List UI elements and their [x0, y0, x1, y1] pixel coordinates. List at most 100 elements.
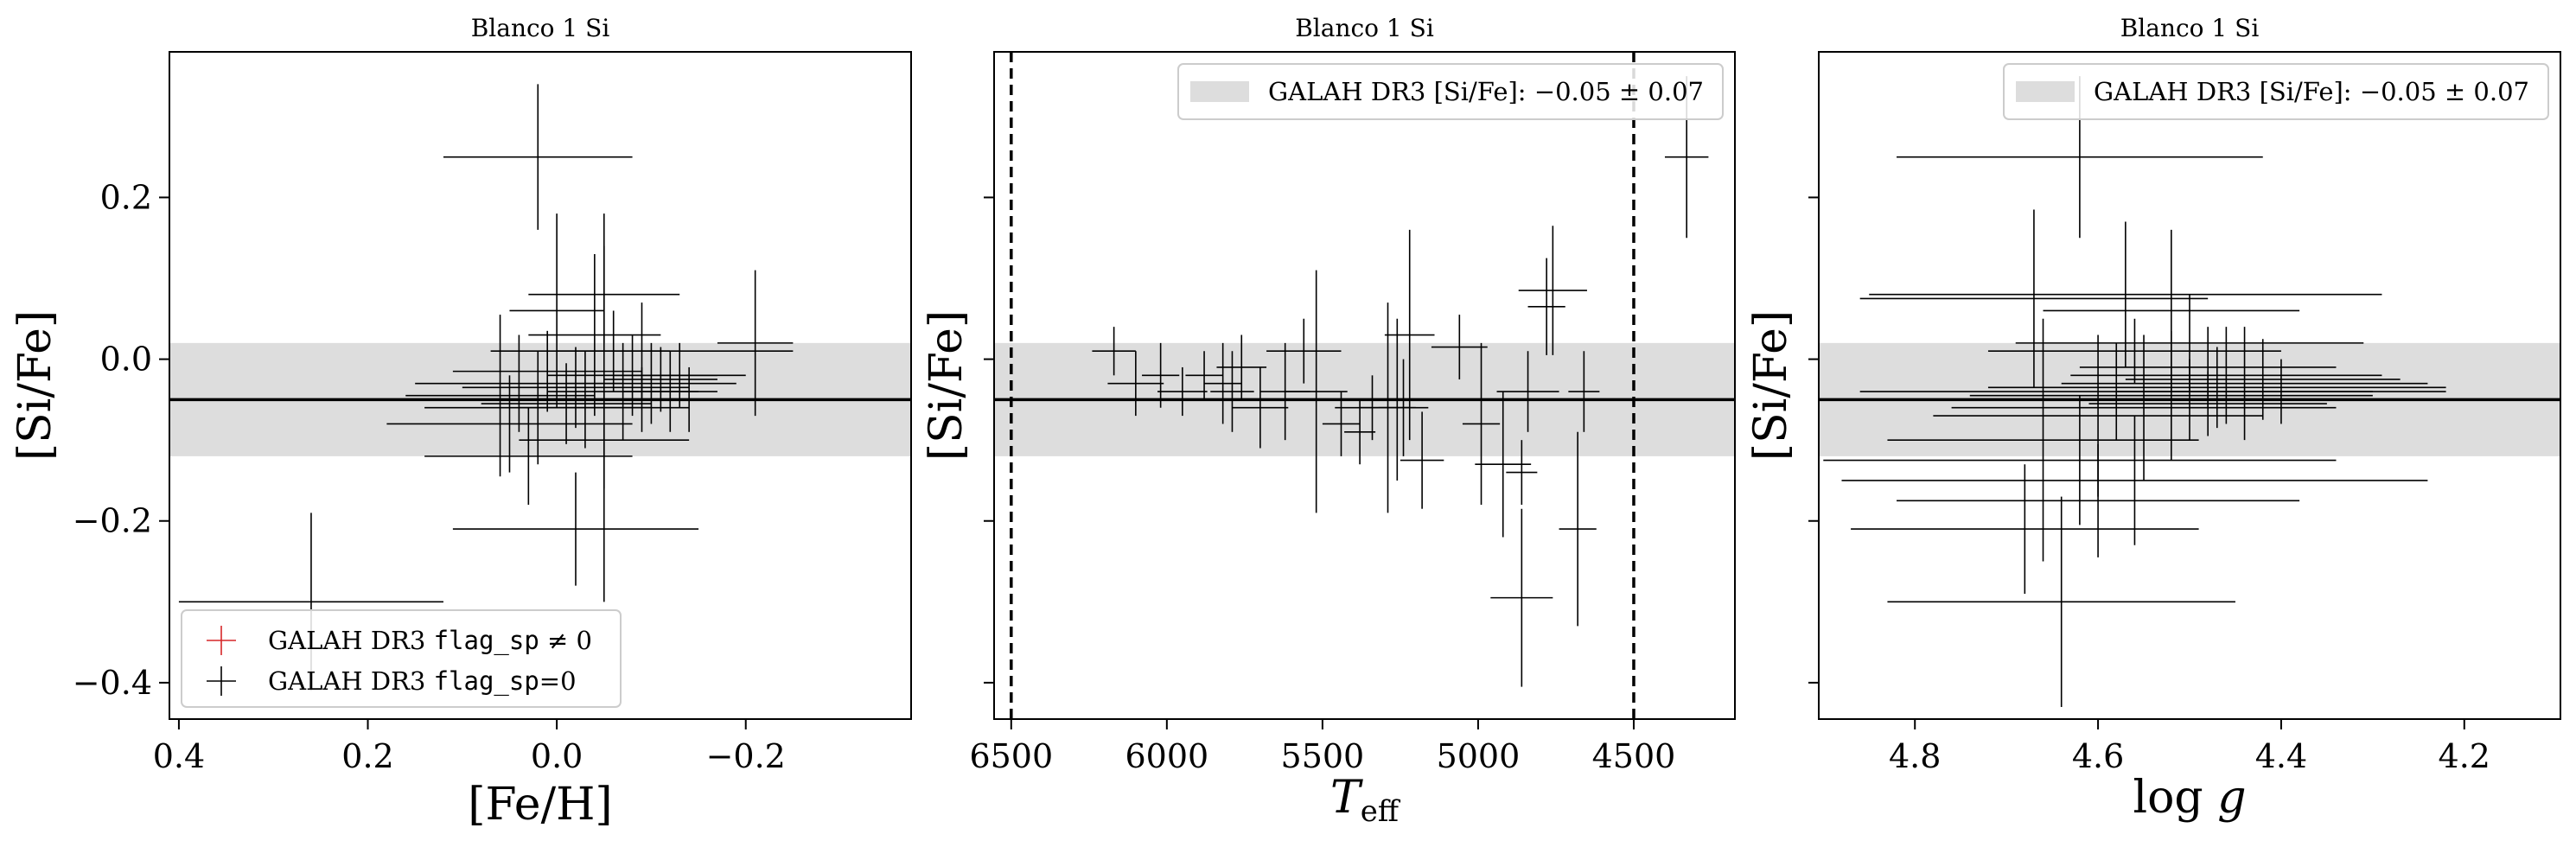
x-axis-label: log g: [2133, 772, 2246, 824]
data-point: [1400, 411, 1444, 509]
data-point: [2061, 327, 2428, 441]
data-point: [613, 342, 746, 408]
data-point: [1568, 351, 1600, 432]
x-tick-label: 0.0: [531, 737, 583, 775]
plot-area: [1819, 76, 2560, 707]
data-point: [1210, 351, 1254, 432]
axes-frame: [1818, 51, 2561, 720]
data-point: [1344, 399, 1376, 465]
legend-box: [2003, 63, 2549, 120]
data-point: [1431, 315, 1488, 379]
y-axis-label: [Si/Fe]: [10, 310, 61, 461]
data-point: [622, 351, 717, 432]
x-axis-label: [Fe/H]: [468, 779, 612, 831]
x-tick-label: 4500: [1592, 737, 1676, 775]
data-point: [1987, 318, 2281, 384]
data-point: [1107, 351, 1164, 417]
data-point: [1559, 431, 1597, 627]
data-point: [1496, 351, 1559, 432]
data-point: [1266, 318, 1342, 384]
data-point: [2088, 371, 2327, 436]
x-axis-label: Teff: [1330, 772, 1401, 829]
x-tick-label: 6500: [969, 737, 1053, 775]
y-tick-label: −0.4: [73, 664, 152, 702]
x-tick-label: −0.2: [706, 737, 786, 775]
data-point: [717, 270, 794, 417]
x-tick-label: 4.2: [2439, 737, 2490, 775]
data-point: [2116, 359, 2446, 424]
data-point: [1157, 366, 1208, 417]
legend-box: [181, 609, 622, 708]
data-point: [1142, 342, 1180, 408]
data-point: [1092, 327, 1136, 376]
data-point: [1887, 318, 2199, 562]
axes-frame: [169, 51, 912, 720]
x-tick-label: 4.6: [2072, 737, 2124, 775]
data-point: [1322, 392, 1361, 456]
data-point: [1462, 342, 1501, 506]
data-point: [443, 84, 633, 230]
data-point: [490, 302, 794, 400]
data-point: [2125, 339, 2401, 420]
data-point: [1185, 351, 1223, 400]
legend: GALAH DR3 [Si/Fe]: −0.05 ± 0.07: [1177, 63, 1724, 120]
panel-title: Blanco 1 Si: [1295, 14, 1434, 42]
legend-swatch: [1190, 81, 1249, 102]
plot-area: [169, 84, 911, 691]
data-point: [1204, 342, 1242, 424]
x-tick-label: 0.4: [153, 737, 205, 775]
data-point: [528, 245, 680, 343]
y-tick-label: 0.2: [100, 178, 152, 216]
x-tick-label: 6000: [1125, 737, 1208, 775]
axes-frame: [993, 51, 1736, 720]
y-axis-label: [Si/Fe]: [1745, 310, 1797, 461]
data-point: [1887, 496, 2235, 707]
data-point: [1384, 229, 1435, 441]
legend: GALAH DR3 [Si/Fe]: −0.05 ± 0.07: [2003, 63, 2549, 120]
data-point: [1987, 347, 2446, 429]
x-tick-label: 5000: [1437, 737, 1521, 775]
data-point: [566, 342, 736, 424]
data-point: [386, 375, 633, 473]
data-point: [1897, 443, 2300, 557]
data-point: [1490, 508, 1553, 687]
x-tick-label: 5500: [1281, 737, 1365, 775]
data-point: [452, 472, 699, 586]
chart-panel-1: 0.4 0.2 0.0 −0.2 0.2 0.0 −0.2 −0.4 Blanco 1 Si [F…: [10, 14, 912, 831]
y-tick-label: 0.0: [100, 341, 152, 379]
plot-area: [994, 52, 1735, 719]
legend-label: GALAH DR3 flag_sp=0: [268, 666, 577, 697]
data-point: [1506, 440, 1538, 506]
data-point: [1841, 416, 2428, 545]
panel-title: Blanco 1 Si: [471, 14, 610, 42]
data-point: [519, 392, 690, 489]
data-point: [1285, 270, 1348, 513]
x-tick-label: 0.2: [341, 737, 393, 775]
data-point: [405, 315, 595, 477]
x-tick-label: 4.4: [2255, 737, 2307, 775]
legend-label: GALAH DR3 [Si/Fe]: −0.05 ± 0.07: [1268, 77, 1704, 106]
data-point: [1378, 359, 1429, 456]
data-point: [1527, 258, 1565, 355]
data-point: [1969, 330, 2373, 461]
x-tick-label: 4.8: [1889, 737, 1941, 775]
legend-label: GALAH DR3 [Si/Fe]: −0.05 ± 0.07: [2094, 77, 2529, 106]
legend-label: GALAH DR3 flag_sp ≠ 0: [268, 626, 592, 656]
data-point: [1216, 334, 1267, 400]
data-point: [1951, 334, 2337, 481]
data-point: [1851, 464, 2199, 594]
y-axis-label: [Si/Fe]: [921, 310, 972, 461]
chart-panel-3: 4.8 4.6 4.4 4.2 Blanco 1 Si log g [Si/Fe] GALAH…: [1745, 14, 2561, 824]
y-tick-label: −0.2: [73, 502, 152, 540]
legend: GALAH DR3 flag_sp ≠ 0 GALAH DR3 flag_sp=0: [181, 609, 622, 708]
data-point: [1859, 209, 2209, 388]
data-point: [462, 347, 690, 429]
legend-box: [1177, 63, 1724, 120]
data-point: [1823, 395, 2337, 525]
data-point: [528, 253, 661, 417]
legend-swatch: [2016, 81, 2075, 102]
chart-panel-2: 6500 6000 5500 5000 4500 Blanco 1 Si Teff [Si/F…: [921, 14, 1736, 829]
data-point: [1232, 366, 1289, 449]
panel-title: Blanco 1 Si: [2120, 14, 2260, 42]
